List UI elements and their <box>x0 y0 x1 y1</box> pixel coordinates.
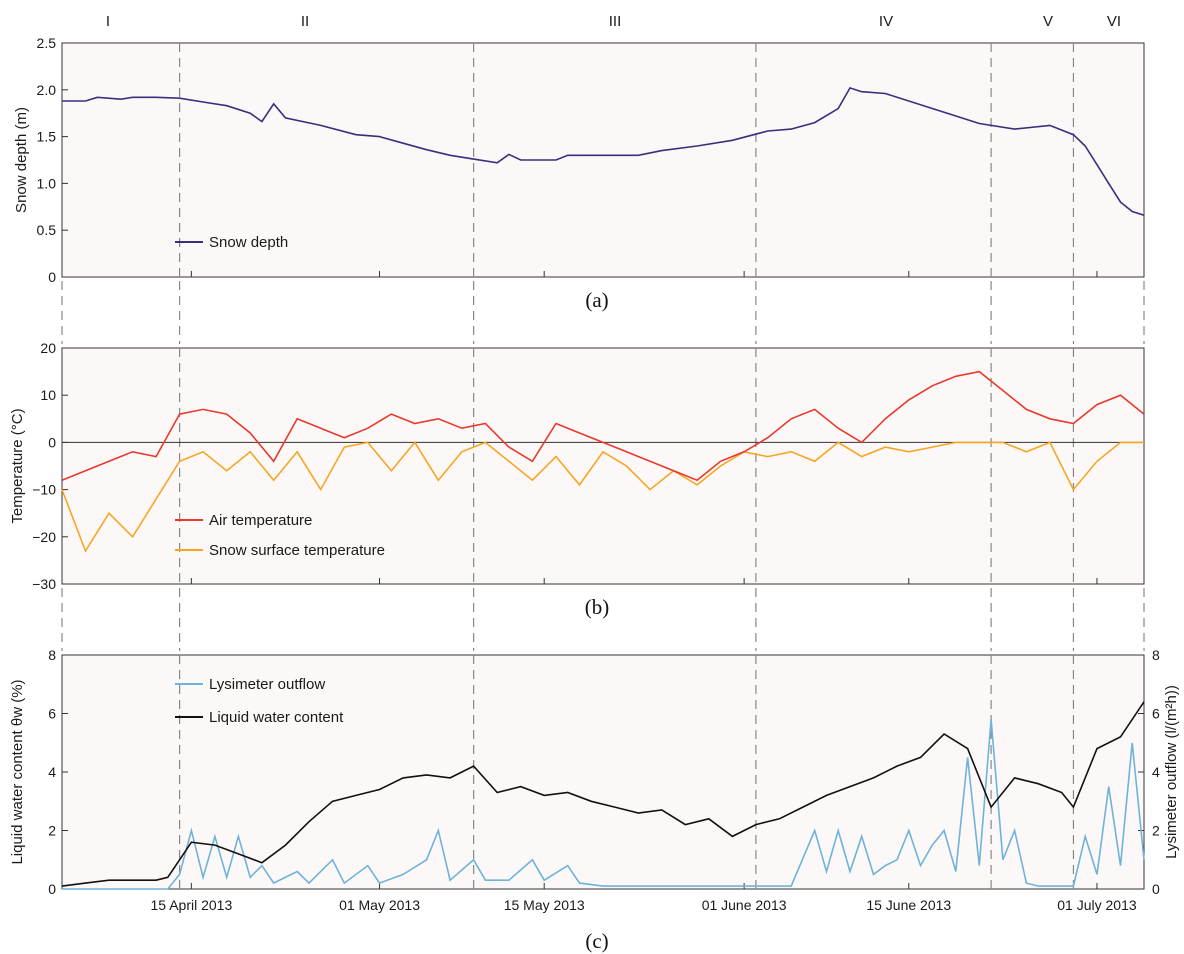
y-tick-label: 2 <box>48 823 56 839</box>
y-tick-label: 0 <box>48 881 56 897</box>
panel-b-x-ticks <box>190 578 1098 584</box>
period-label-iii: III <box>609 13 622 30</box>
panel-b-frame <box>61 347 1145 585</box>
air-temperature-line <box>61 370 1145 482</box>
x-tick-label: 01 July 2013 <box>1057 897 1137 913</box>
y-tick-label: 4 <box>48 764 56 780</box>
x-tick-label: 15 May 2013 <box>504 897 585 913</box>
legend-label-lysimeter-outflow: Lysimeter outflow <box>209 676 325 693</box>
legend-label-snow-depth: Snow depth <box>209 234 288 251</box>
y-tick-label: 2.0 <box>37 82 57 98</box>
panel-c-label: (c) <box>585 929 608 953</box>
period-label-vi: VI <box>1107 13 1121 30</box>
y-tick-label: 1.0 <box>37 175 57 191</box>
panel-c-x-ticks <box>190 883 1098 889</box>
period-label-v: V <box>1043 13 1053 30</box>
y-tick-label: 0 <box>48 269 56 285</box>
y-tick-label-right: 2 <box>1152 823 1160 839</box>
panel-a-frame <box>61 42 1145 278</box>
period-label-iv: IV <box>879 13 893 30</box>
panel-a-y-ticks: 0 0.5 1.0 1.5 2.0 2.5 <box>37 35 68 285</box>
panel-b-period-lines <box>179 348 1075 584</box>
panel-b-y-ticks: −30 −20 −10 0 10 20 <box>32 340 68 592</box>
y-tick-label-right: 4 <box>1152 764 1160 780</box>
y-tick-label: 20 <box>40 340 56 356</box>
panel-a-period-lines <box>179 43 1075 277</box>
y-tick-label-right: 8 <box>1152 647 1160 663</box>
lysimeter-outflow-line <box>62 719 1145 890</box>
y-tick-label: 0 <box>48 434 56 450</box>
panel-a-label: (a) <box>585 288 608 312</box>
x-axis-tick-labels: 15 April 2013 01 May 2013 15 May 2013 01 Ju… <box>151 897 1137 913</box>
panel-c-y-label-left: Liquid water content θw (%) <box>9 679 26 864</box>
y-tick-label: 1.5 <box>37 129 57 145</box>
panel-c-y-label-right: Lysimeter outflow (l/(m²h)) <box>1163 685 1180 859</box>
x-tick-label: 15 June 2013 <box>866 897 951 913</box>
y-tick-label-right: 6 <box>1152 706 1160 722</box>
y-tick-label: −20 <box>32 529 56 545</box>
x-tick-label: 01 June 2013 <box>702 897 787 913</box>
panel-b-label: (b) <box>585 595 610 619</box>
panel-c-y-ticks: 0 2 4 6 8 <box>48 647 68 897</box>
y-tick-label: −30 <box>32 576 56 592</box>
y-tick-label: 8 <box>48 647 56 663</box>
liquid-water-content-line <box>61 701 1145 887</box>
panel-a-snow-depth: 0 0.5 1.0 1.5 2.0 2.5 Snow depth (m) Snow dep… <box>13 35 1145 312</box>
snow-depth-line <box>62 86 1145 216</box>
legend-label-air-temperature: Air temperature <box>209 512 312 529</box>
panel-a-legend: Snow depth <box>175 234 288 251</box>
y-tick-label: 6 <box>48 706 56 722</box>
x-tick-label: 15 April 2013 <box>151 897 233 913</box>
period-label-i: I <box>106 13 110 30</box>
y-tick-label: −10 <box>32 482 56 498</box>
panel-c-water: 0 2 4 6 8 0 2 4 6 8 15 April 2013 01 May 2013 15 M… <box>9 647 1180 953</box>
x-tick-label: 01 May 2013 <box>339 897 420 913</box>
period-boundary-connectors <box>61 281 1145 651</box>
y-tick-label-right: 0 <box>1152 881 1160 897</box>
panel-c-period-lines <box>179 655 1075 889</box>
panel-a-x-ticks <box>190 271 1098 277</box>
y-tick-label: 0.5 <box>37 222 57 238</box>
panel-b-legend: Air temperature Snow surface temperature <box>175 512 385 559</box>
period-labels: I II III IV V VI <box>106 13 1121 30</box>
panel-b-temperature: −30 −20 −10 0 10 20 Temperature (°C) Air temp… <box>9 340 1145 619</box>
panel-b-y-label: Temperature (°C) <box>9 408 26 523</box>
snow-surface-temperature-line <box>61 441 1144 553</box>
legend-label-snow-surface-temperature: Snow surface temperature <box>209 542 385 559</box>
panel-c-legend: Lysimeter outflow Liquid water content <box>175 676 344 726</box>
y-tick-label: 10 <box>40 387 56 403</box>
period-label-ii: II <box>301 13 309 30</box>
legend-label-liquid-water-content: Liquid water content <box>209 709 344 726</box>
panel-a-y-label: Snow depth (m) <box>13 107 30 213</box>
y-tick-label: 2.5 <box>37 35 57 51</box>
